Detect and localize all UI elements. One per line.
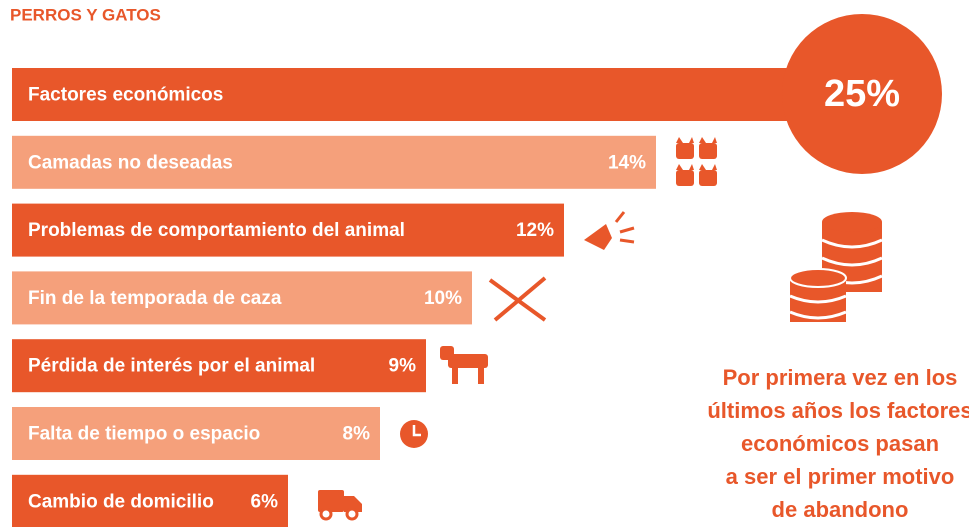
category-label: Problemas de comportamiento del animal — [28, 220, 405, 241]
chart-title: PERROS Y GATOS — [10, 5, 161, 24]
annotation-line: de abandono — [772, 497, 909, 522]
truck-icon — [318, 490, 362, 519]
category-label: Factores económicos — [28, 85, 223, 106]
bark-icon — [584, 212, 634, 250]
value-label: 6% — [251, 491, 279, 512]
cats-icon — [676, 137, 717, 186]
category-label: Fin de la temporada de caza — [28, 288, 282, 309]
value-label: 8% — [343, 424, 371, 445]
annotation: Por primera vez en los últimos años los f… — [707, 365, 969, 522]
infographic: PERROS Y GATOS Factores económicos 25% Cam… — [0, 0, 969, 527]
value-label: 9% — [389, 356, 417, 377]
annotation-line: económicos pasan — [741, 431, 939, 456]
rifle-icon — [490, 278, 545, 320]
category-label: Cambio de domicilio — [28, 491, 214, 512]
value-label: 12% — [516, 220, 554, 241]
category-label: Pérdida de interés por el animal — [28, 356, 315, 377]
annotation-line: Por primera vez en los — [723, 365, 958, 390]
annotation-line: a ser el primer motivo — [726, 464, 955, 489]
value-label: 10% — [424, 288, 462, 309]
dog-icon — [440, 346, 488, 384]
clock-icon — [400, 420, 428, 448]
annotation-line: últimos años los factores — [707, 398, 969, 423]
coins-icon — [790, 212, 882, 322]
category-label: Camadas no deseadas — [28, 152, 233, 173]
icons — [318, 137, 882, 519]
value-label: 14% — [608, 152, 646, 173]
value-label: 25% — [824, 73, 900, 115]
category-label: Falta de tiempo o espacio — [28, 424, 260, 445]
